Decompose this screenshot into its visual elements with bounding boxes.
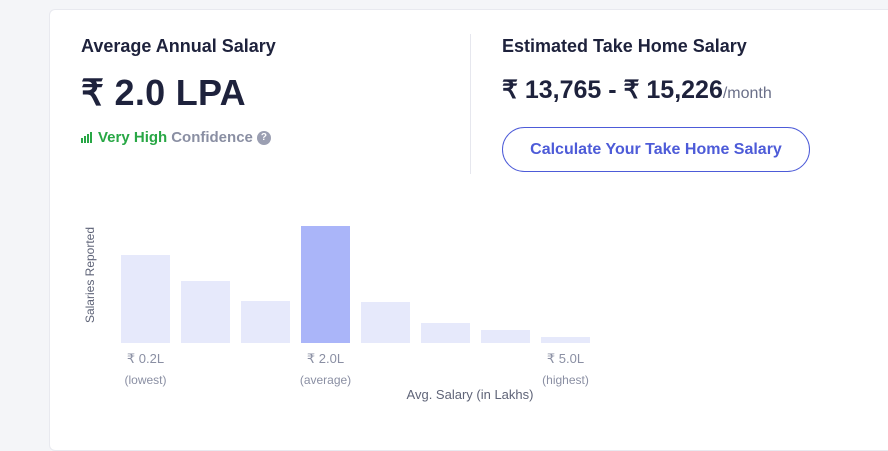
salary-distribution-chart: Salaries Reported Avg. Salary (in Lakhs)… [83, 226, 590, 402]
section-divider [470, 34, 471, 174]
take-home-unit: /month [722, 85, 772, 102]
salary-card: Average Annual Salary ₹ 2.0 LPA Very Hig… [49, 9, 888, 451]
chart-bar [421, 323, 470, 343]
help-icon[interactable]: ? [256, 130, 271, 145]
confidence-level: Very High [98, 129, 168, 146]
take-home-section: Estimated Take Home Salary [502, 36, 747, 57]
chart-bar [121, 255, 170, 343]
chart-bar [181, 281, 230, 343]
chart-ylabel: Salaries Reported [83, 226, 97, 324]
confidence-label: Confidence [171, 129, 253, 146]
chart-tick-note: (highest) [542, 373, 589, 387]
chart-tick-label: ₹ 2.0L [306, 351, 345, 366]
confidence-indicator: Very High Confidence ? [81, 129, 271, 146]
average-salary-section: Average Annual Salary [81, 36, 276, 57]
chart-tick-label: ₹ 5.0L [546, 351, 585, 366]
chart-bar [481, 330, 530, 343]
calculate-take-home-button[interactable]: Calculate Your Take Home Salary [502, 127, 810, 172]
average-salary-title: Average Annual Salary [81, 36, 276, 56]
chart-tick-note: (average) [299, 373, 352, 387]
chart-tick-note: (lowest) [124, 373, 167, 387]
chart-tick-label: ₹ 0.2L [126, 351, 165, 366]
chart-bar [241, 301, 290, 343]
chart-bar [541, 337, 590, 343]
chart-bar [301, 226, 350, 343]
signal-bars-icon [81, 132, 92, 143]
chart-xlabel: Avg. Salary (in Lakhs) [406, 387, 534, 402]
average-salary-value: ₹ 2.0 LPA [81, 72, 246, 113]
take-home-title: Estimated Take Home Salary [502, 36, 747, 56]
chart-bar [361, 302, 410, 343]
take-home-amount: ₹ 13,765 - ₹ 15,226 [502, 76, 723, 104]
take-home-range: ₹ 13,765 - ₹ 15,226/month [502, 75, 772, 105]
